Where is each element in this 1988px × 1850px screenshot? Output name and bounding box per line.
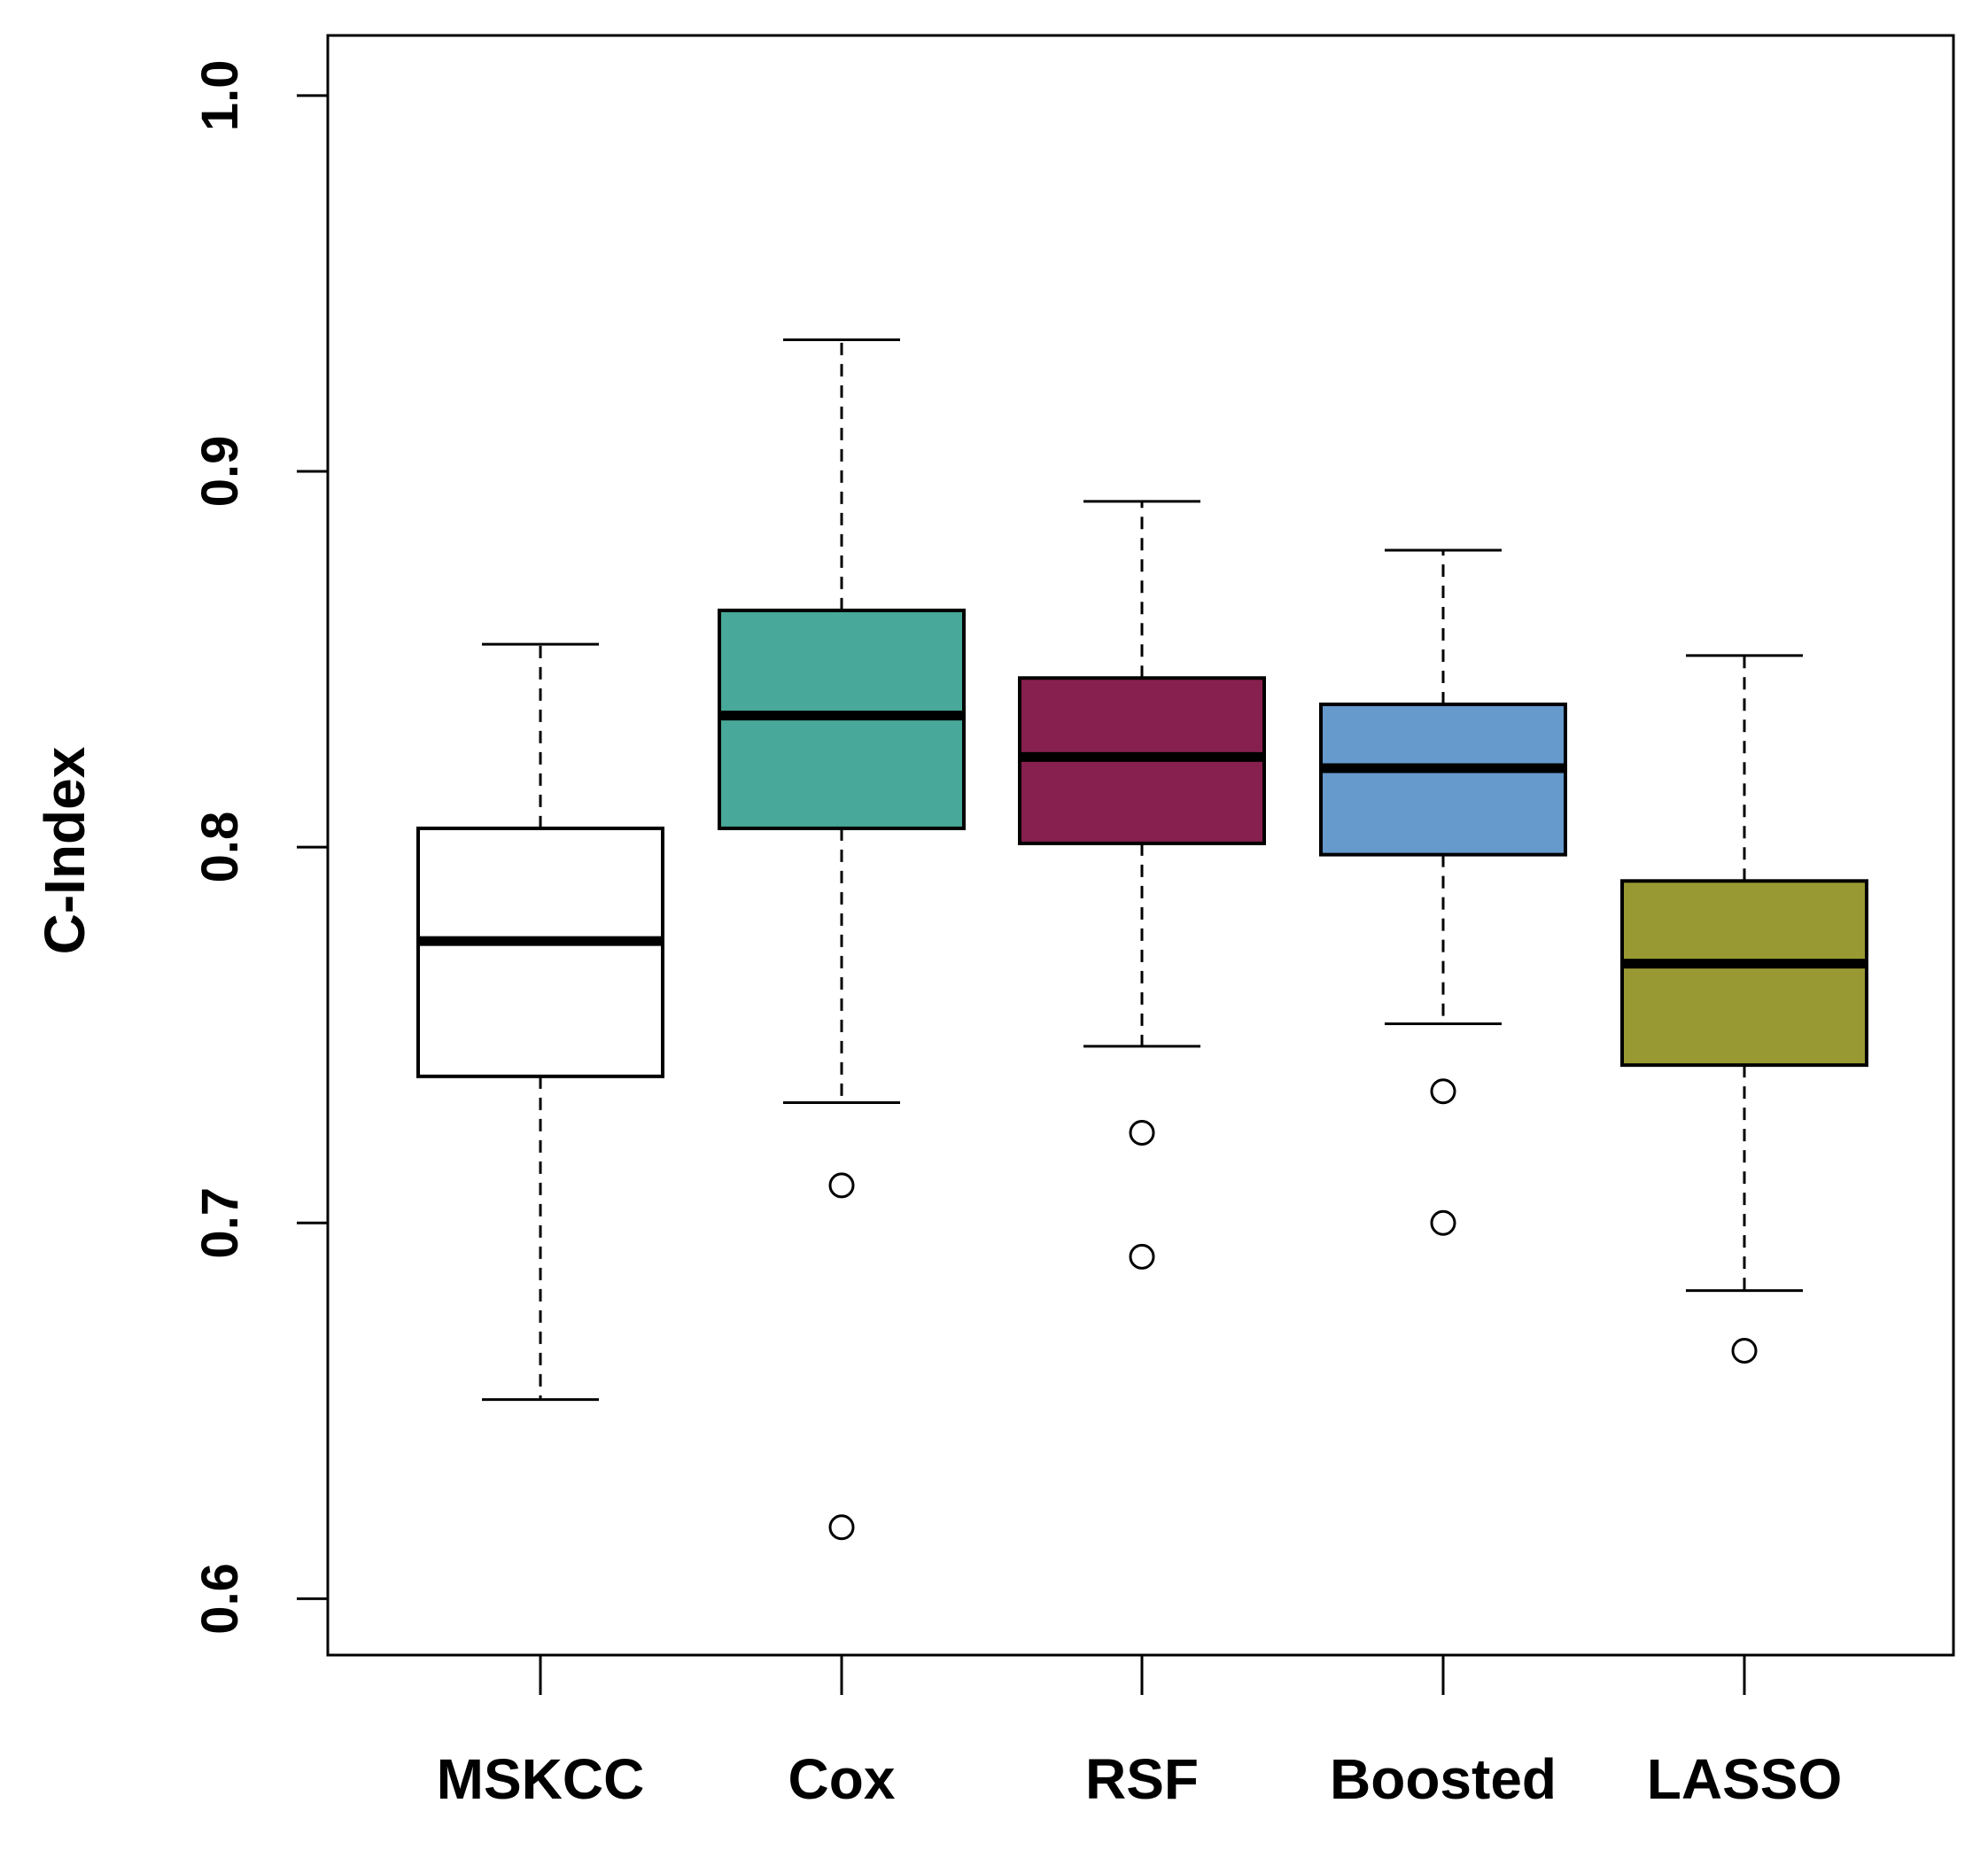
outlier-point bbox=[1129, 1243, 1155, 1270]
box-iqr bbox=[416, 826, 664, 1078]
outlier-point bbox=[828, 1514, 855, 1541]
box-group bbox=[416, 642, 664, 1402]
y-tick-label: 0.8 bbox=[191, 812, 249, 883]
x-axis: MSKCC Cox RSF Boosted LASSO bbox=[437, 1655, 1842, 1811]
y-tick-label: 1.0 bbox=[191, 60, 249, 132]
y-tick-label: 0.9 bbox=[191, 436, 249, 508]
box-group bbox=[718, 338, 966, 1541]
x-tick-label: LASSO bbox=[1647, 1747, 1842, 1811]
outlier-point bbox=[1129, 1119, 1155, 1146]
x-tick-label: RSF bbox=[1085, 1747, 1199, 1811]
box-group bbox=[1018, 500, 1266, 1270]
x-tick-label: Cox bbox=[788, 1747, 896, 1811]
x-tick-label: MSKCC bbox=[437, 1747, 645, 1811]
box-iqr bbox=[1319, 702, 1567, 857]
x-tick-label: Boosted bbox=[1330, 1747, 1557, 1811]
outlier-point bbox=[1430, 1078, 1456, 1105]
box-group bbox=[1319, 548, 1567, 1236]
y-tick-label: 0.7 bbox=[191, 1187, 249, 1259]
box-group bbox=[1620, 654, 1868, 1364]
y-axis: 0.6 0.7 0.8 0.9 1.0 bbox=[191, 60, 330, 1635]
outlier-point bbox=[828, 1172, 855, 1199]
y-axis-label: C-Index bbox=[33, 746, 97, 954]
box-iqr bbox=[1620, 879, 1868, 1068]
boxes bbox=[416, 338, 1868, 1541]
outlier-point bbox=[1731, 1337, 1758, 1364]
y-tick-label: 0.6 bbox=[191, 1563, 249, 1635]
outlier-point bbox=[1430, 1209, 1456, 1236]
